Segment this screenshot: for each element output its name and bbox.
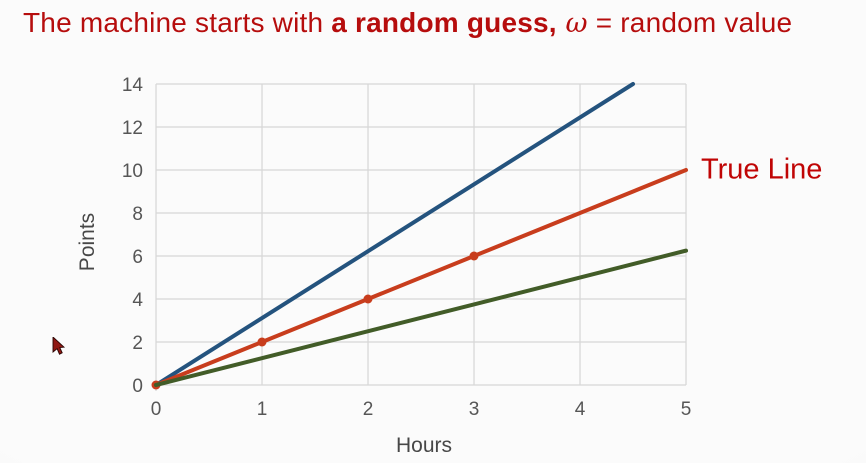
y-tick-label: 2: [132, 333, 143, 354]
slide-title-bold: a random guess,: [331, 7, 557, 38]
x-tick-label: 5: [681, 399, 692, 420]
y-tick-label: 14: [122, 75, 144, 96]
x-tick-label: 2: [363, 399, 374, 420]
y-tick-label: 10: [122, 161, 143, 182]
series-random-guess-line: [154, 82, 635, 387]
y-tick-label: 4: [132, 290, 143, 311]
x-tick-label: 3: [469, 399, 480, 420]
y-axis-title: Points: [76, 212, 99, 272]
y-tick-label: 8: [132, 204, 143, 225]
y-tick-label: 0: [132, 376, 143, 397]
x-axis-title: Hours: [395, 434, 453, 457]
omega-symbol: ω: [556, 8, 588, 39]
data-point-marker: [469, 251, 479, 261]
true-line-annotation: True Line: [701, 153, 823, 186]
slide-title-regular-2: = random value: [587, 7, 793, 38]
slide-title: The machine starts with a random guess, …: [23, 6, 792, 41]
x-tick-label: 1: [257, 399, 268, 420]
slide-title-regular-1: The machine starts with: [23, 7, 332, 38]
y-tick-label: 6: [132, 247, 143, 268]
data-point-marker: [257, 337, 267, 347]
series-low-guess-line: [154, 248, 688, 387]
x-tick-label: 0: [151, 399, 162, 420]
data-point-marker: [363, 294, 373, 304]
series-true-line: [154, 168, 688, 387]
y-tick-label: 12: [122, 118, 143, 139]
x-tick-label: 4: [575, 399, 586, 420]
mouse-cursor-icon: [52, 337, 66, 355]
